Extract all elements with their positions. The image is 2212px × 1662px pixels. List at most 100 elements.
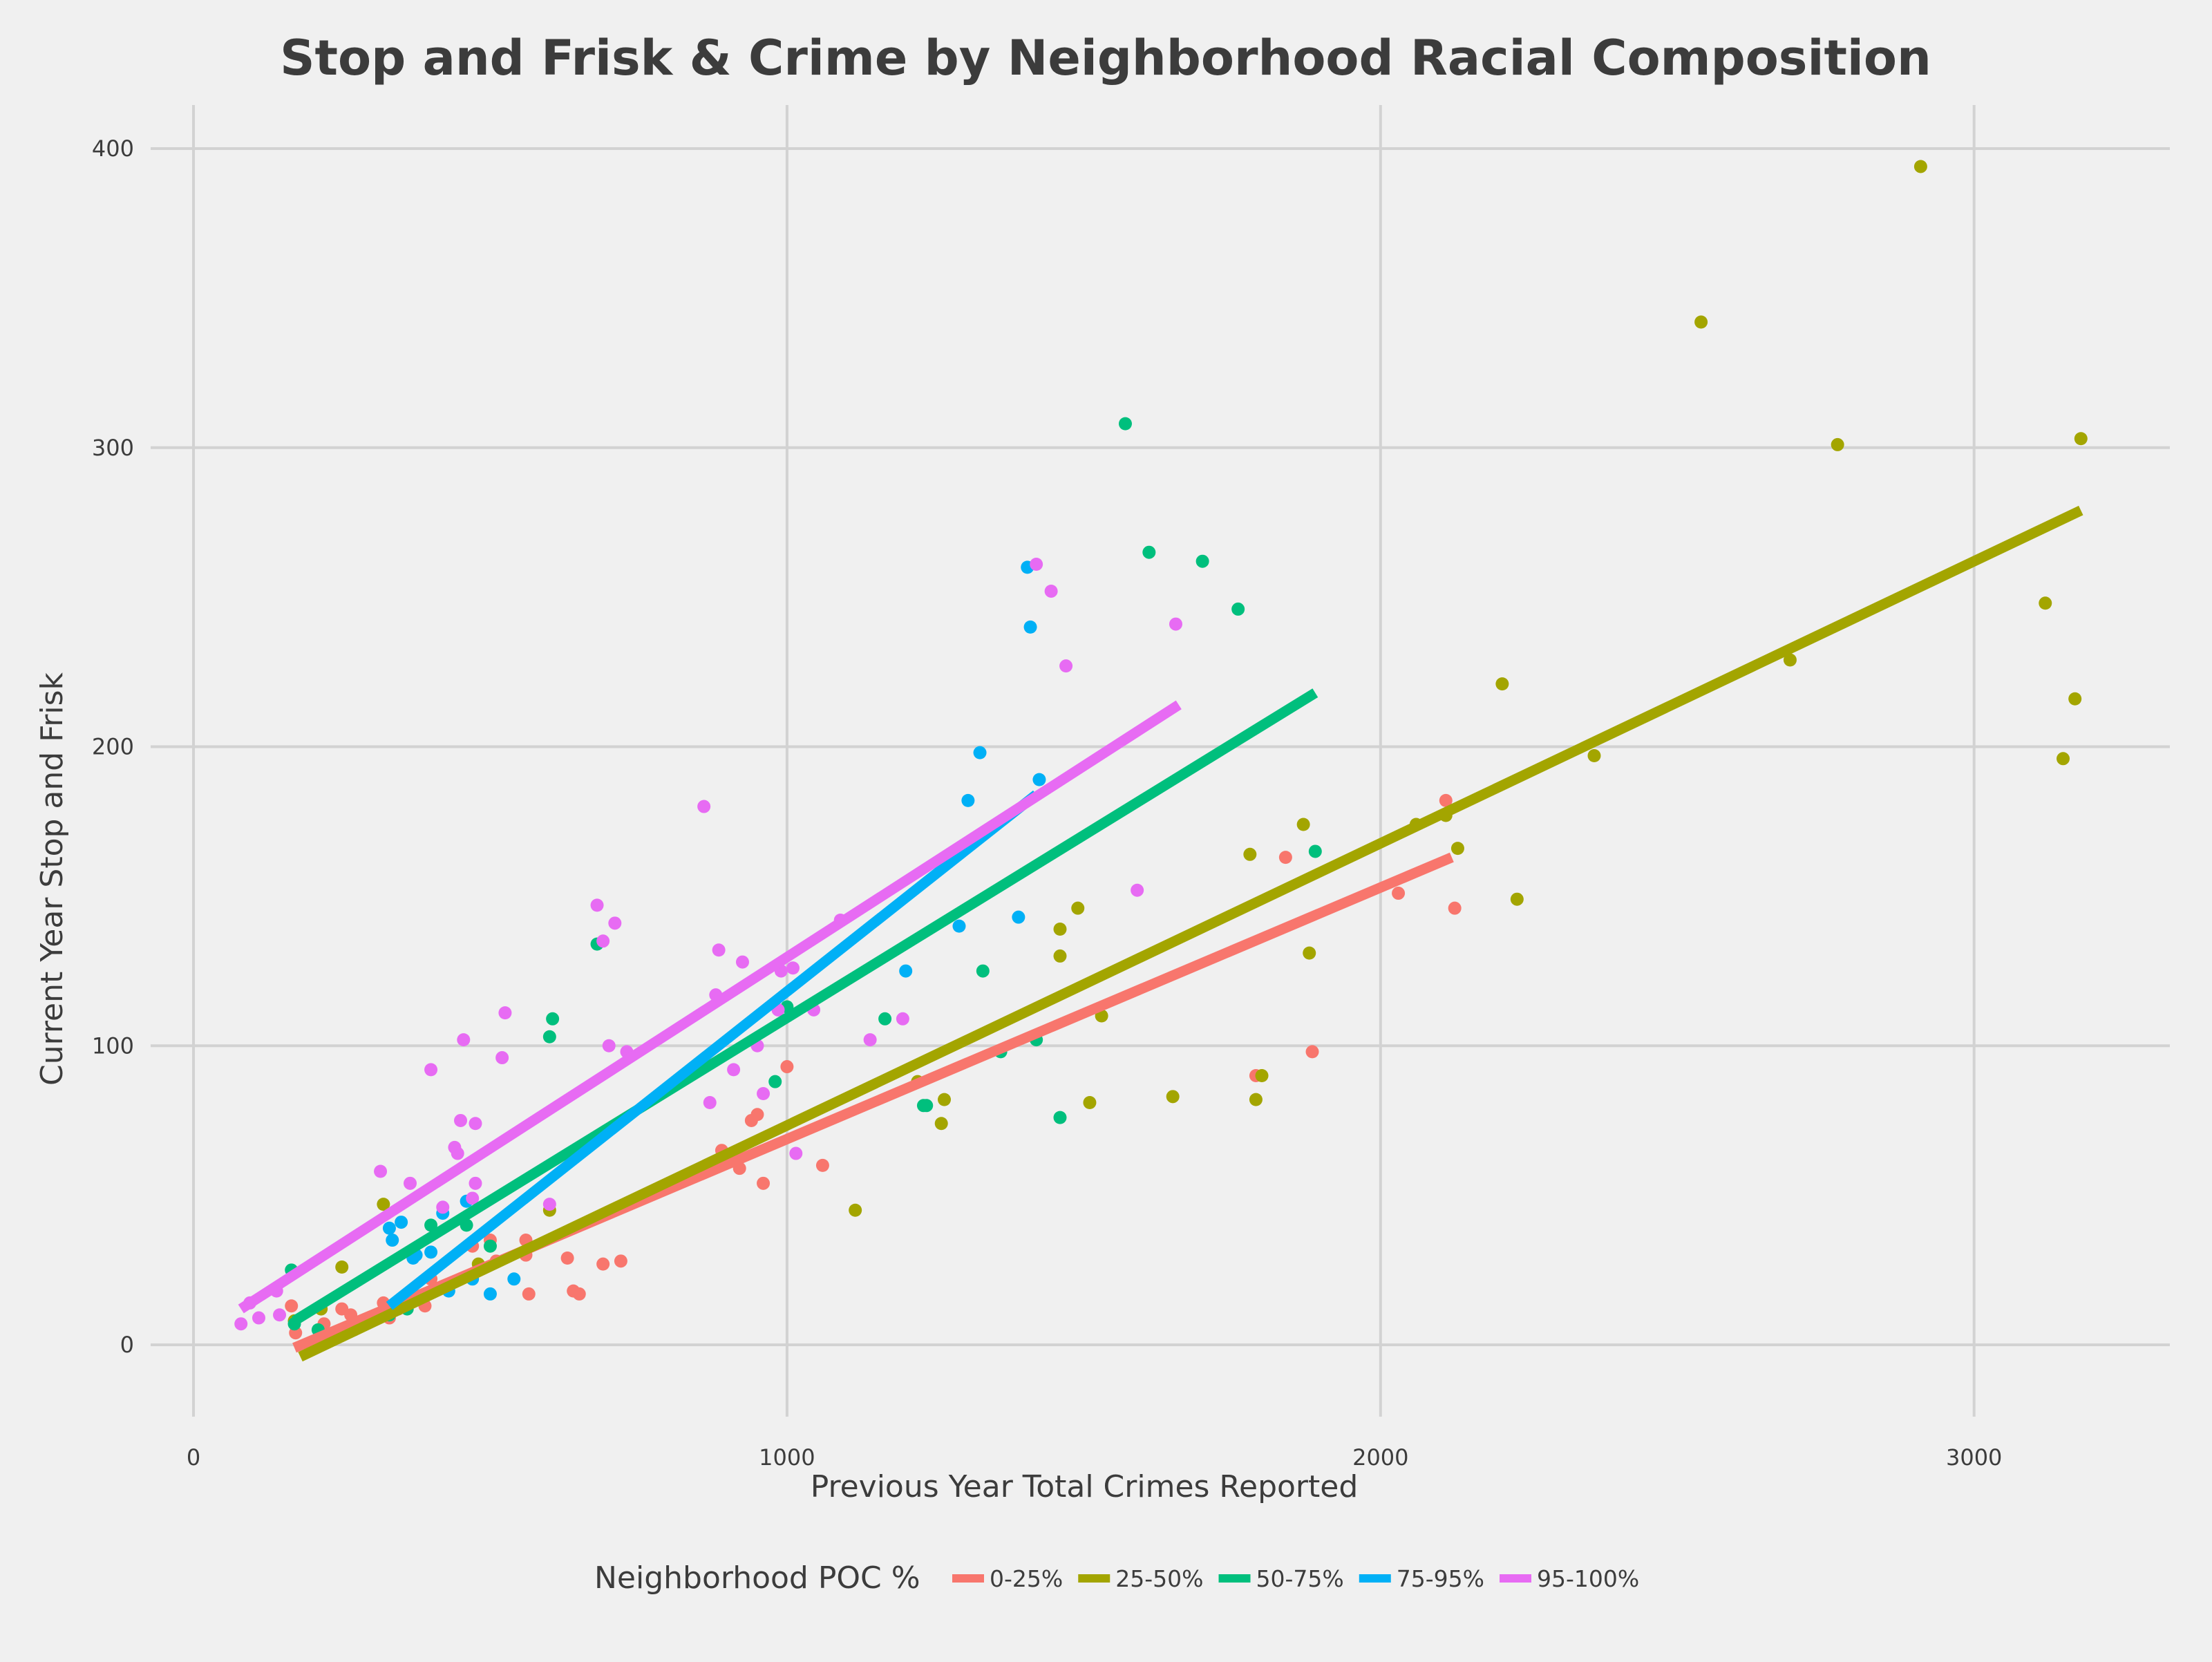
chart-title: Stop and Frisk & Crime by Neighborhood R… xyxy=(280,30,1931,86)
data-point xyxy=(395,1216,408,1229)
data-point xyxy=(469,1176,482,1190)
data-point xyxy=(2039,596,2052,610)
data-point xyxy=(1587,748,1601,762)
x-axis-label: Previous Year Total Crimes Reported xyxy=(811,1469,1359,1504)
data-point xyxy=(483,1239,497,1253)
data-point xyxy=(1448,901,1462,915)
data-point xyxy=(273,1308,287,1322)
data-point xyxy=(961,793,975,807)
legend-label: 95-100% xyxy=(1537,1565,1639,1592)
x-tick-label: 3000 xyxy=(1946,1444,2002,1471)
data-point xyxy=(1831,437,1844,451)
y-tick-label: 0 xyxy=(120,1332,134,1358)
data-point xyxy=(374,1164,388,1178)
data-point xyxy=(424,1218,438,1232)
data-point xyxy=(1053,949,1067,963)
data-point xyxy=(436,1200,450,1214)
data-point xyxy=(780,1060,794,1074)
data-point xyxy=(483,1287,497,1301)
data-point xyxy=(1913,160,1927,173)
data-point xyxy=(899,964,913,978)
data-point xyxy=(1169,617,1182,631)
y-axis-label: Current Year Stop and Frisk xyxy=(35,672,70,1086)
data-point xyxy=(1059,659,1073,673)
y-tick-label: 400 xyxy=(92,135,134,162)
data-point xyxy=(2074,432,2088,446)
data-point xyxy=(786,961,800,975)
data-point xyxy=(1131,883,1144,897)
series-points xyxy=(285,417,1322,1337)
fit-line xyxy=(298,505,2083,1362)
data-point xyxy=(815,1158,829,1172)
data-point xyxy=(596,1257,610,1271)
data-point xyxy=(560,1252,574,1265)
data-point xyxy=(614,1254,627,1268)
data-point xyxy=(602,1039,616,1052)
data-point xyxy=(1023,620,1037,634)
series-points xyxy=(234,558,1182,1331)
data-point xyxy=(1142,545,1156,559)
data-point xyxy=(1249,1093,1263,1106)
data-point xyxy=(424,1063,438,1077)
data-point xyxy=(750,1108,764,1122)
data-point xyxy=(1012,910,1025,924)
legend-label: 25-50% xyxy=(1115,1565,1203,1592)
data-point xyxy=(546,1012,560,1026)
data-point xyxy=(590,898,604,912)
data-point xyxy=(1308,844,1322,858)
data-point xyxy=(1053,922,1067,936)
data-point xyxy=(498,1006,512,1020)
data-point xyxy=(457,1033,471,1047)
data-point xyxy=(1118,417,1132,431)
data-point xyxy=(973,746,987,759)
legend-label: 75-95% xyxy=(1397,1565,1484,1592)
data-point xyxy=(952,919,966,933)
data-point xyxy=(1255,1069,1269,1083)
data-point xyxy=(896,1012,909,1026)
x-tick-label: 0 xyxy=(187,1444,200,1471)
data-point xyxy=(469,1117,482,1131)
data-point xyxy=(234,1317,248,1331)
data-point xyxy=(454,1113,468,1127)
data-point xyxy=(1450,842,1464,856)
data-point xyxy=(1783,653,1797,667)
data-point xyxy=(522,1287,536,1301)
data-point xyxy=(735,955,749,969)
x-tick-label: 2000 xyxy=(1352,1444,1408,1471)
data-point xyxy=(976,964,990,978)
data-point xyxy=(542,1198,556,1211)
data-point xyxy=(1694,315,1708,329)
data-point xyxy=(768,1075,782,1088)
data-point xyxy=(1303,946,1316,960)
data-point xyxy=(849,1203,862,1217)
fit-lines xyxy=(238,505,2083,1362)
data-point xyxy=(596,934,610,948)
data-point xyxy=(1510,892,1524,906)
data-point xyxy=(1439,793,1453,807)
data-point xyxy=(1083,1095,1097,1109)
legend-label: 0-25% xyxy=(990,1565,1063,1592)
data-point xyxy=(424,1245,438,1259)
y-tick-label: 300 xyxy=(92,435,134,461)
data-point xyxy=(403,1176,417,1190)
data-point xyxy=(386,1234,399,1247)
data-point xyxy=(1044,584,1058,598)
data-point xyxy=(1305,1045,1319,1059)
legend-title: Neighborhood POC % xyxy=(594,1560,920,1596)
fit-line xyxy=(386,790,1040,1310)
data-point xyxy=(542,1030,556,1044)
data-point xyxy=(608,916,622,930)
x-tick-label: 1000 xyxy=(759,1444,815,1471)
data-point xyxy=(712,943,726,957)
data-point xyxy=(252,1311,265,1325)
data-point xyxy=(382,1221,396,1235)
data-point xyxy=(377,1198,390,1211)
data-point xyxy=(1166,1090,1180,1104)
data-point xyxy=(789,1146,803,1160)
data-point xyxy=(1231,602,1245,616)
data-point xyxy=(507,1272,521,1286)
data-point xyxy=(1030,558,1043,572)
data-point xyxy=(1296,818,1310,831)
